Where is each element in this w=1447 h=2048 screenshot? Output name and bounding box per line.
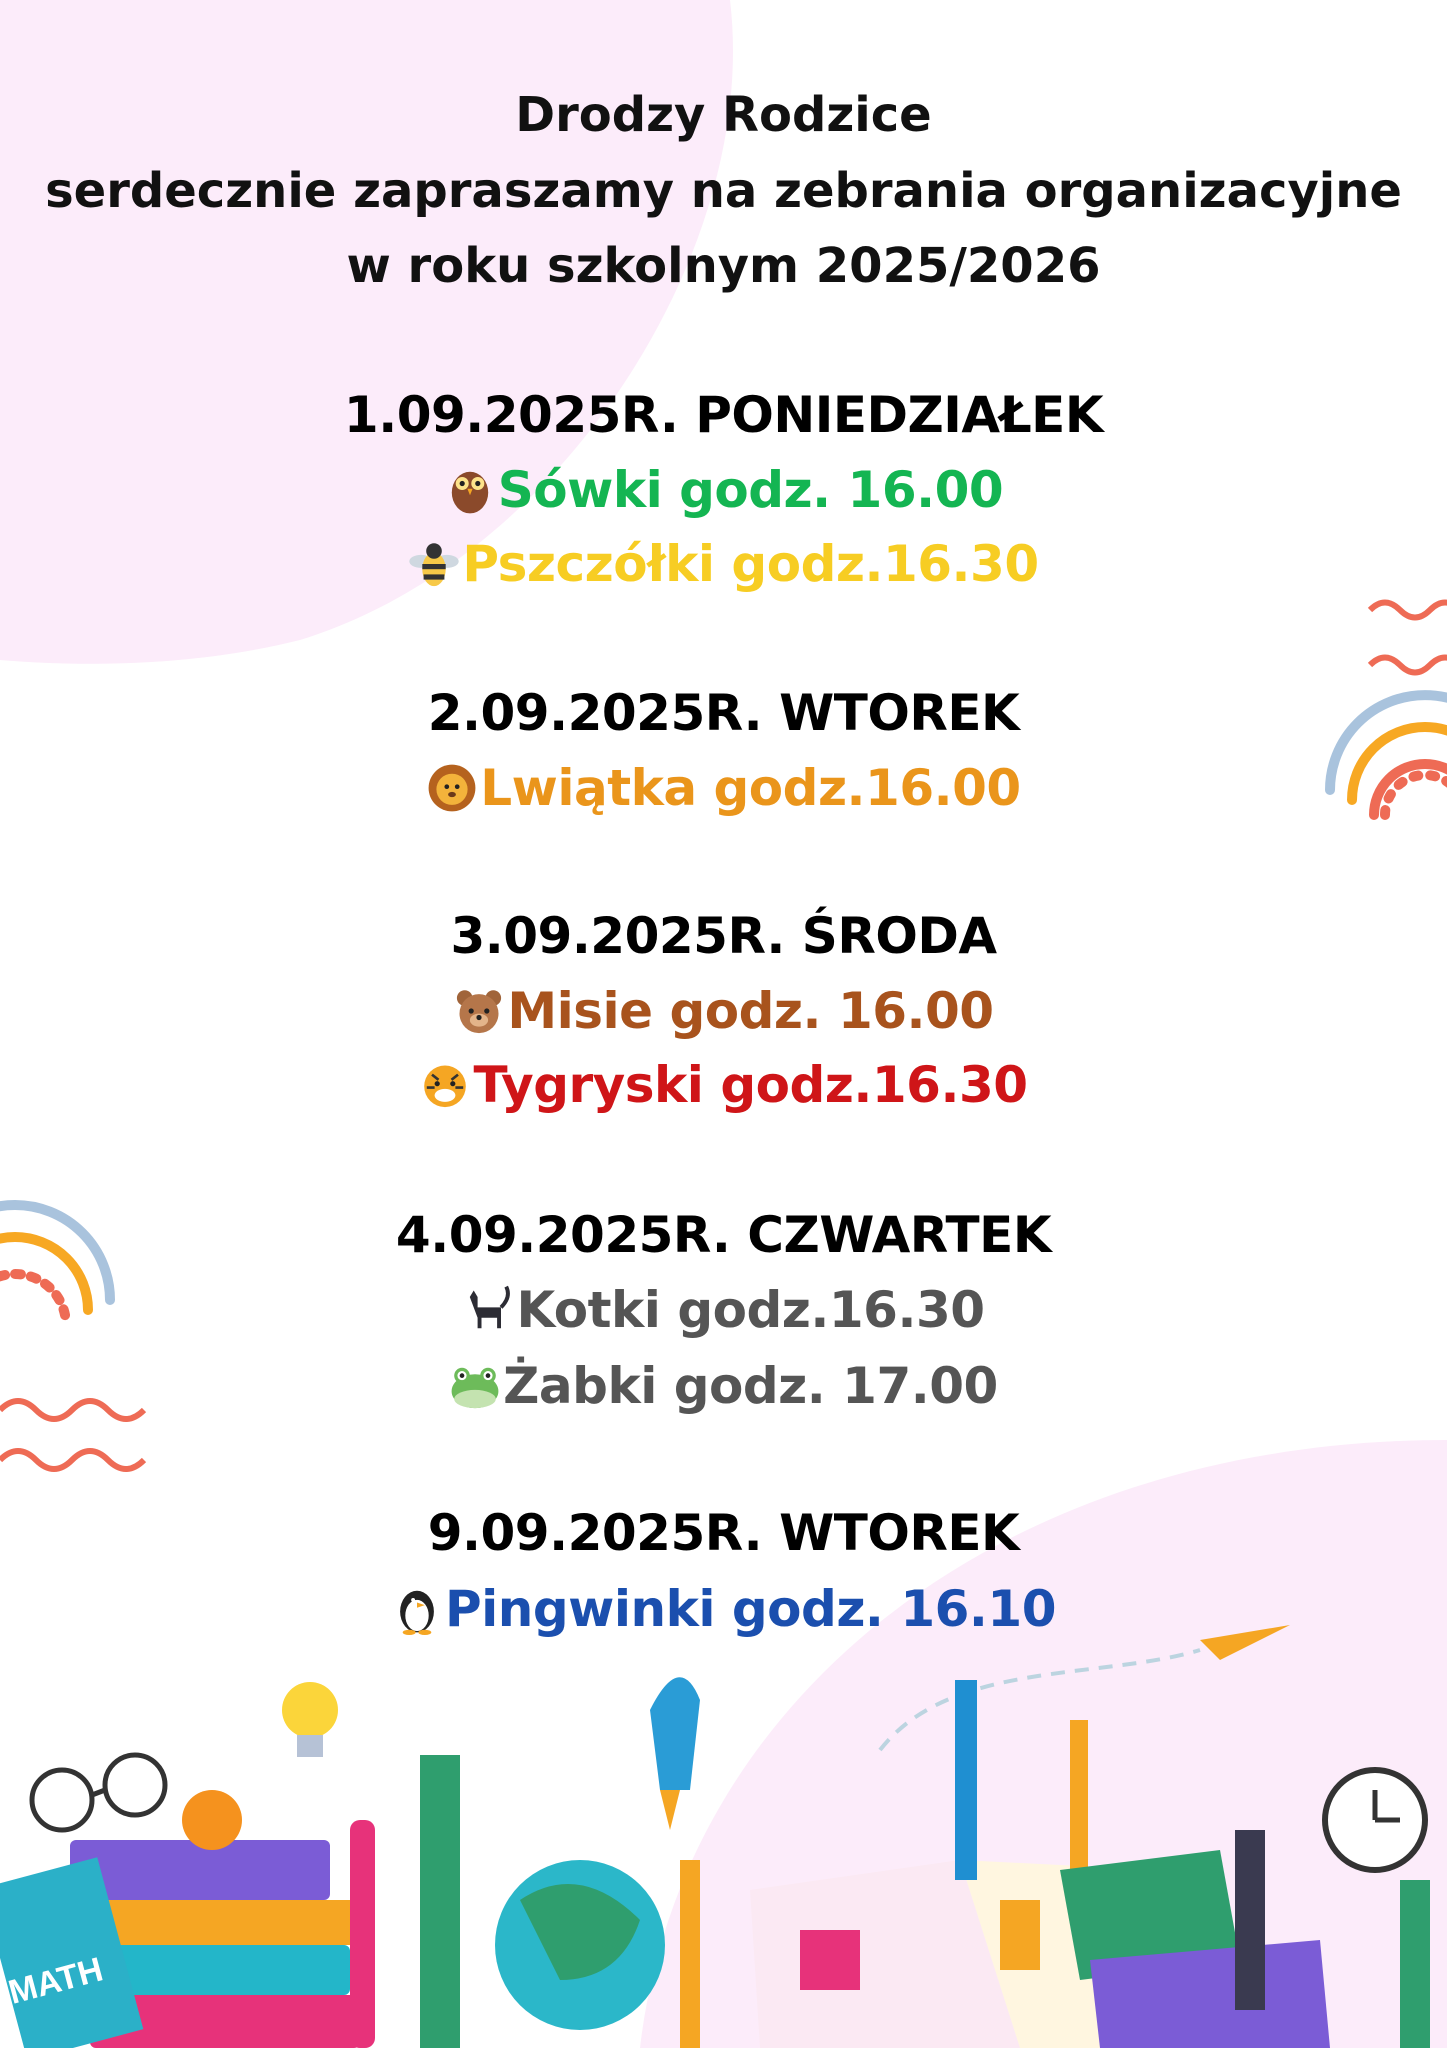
group-entry-misie: Misie godz. 16.00	[0, 973, 1447, 1049]
greeting-title: Drodzy Rodzice	[515, 87, 932, 143]
group-label: Lwiątka godz.16.00	[480, 759, 1021, 817]
group-label: Kotki godz.16.30	[516, 1281, 985, 1339]
group-label: Sówki godz. 16.00	[497, 461, 1004, 519]
frog-icon	[451, 1367, 499, 1409]
group-label: Tygryski godz.16.30	[473, 1056, 1028, 1114]
rainbow-icon-right	[1325, 690, 1447, 820]
rainbow-icon-left	[0, 1200, 115, 1330]
meeting-date-5: 9.09.2025R. WTOREK	[427, 1504, 1020, 1562]
paper-plane-trail	[878, 1648, 1201, 1752]
group-entry-pingwinki: Pingwinki godz. 16.10	[0, 1571, 1447, 1647]
paper-plane-icon	[1200, 1625, 1290, 1660]
tiger-icon	[424, 1065, 467, 1108]
group-label: Pszczółki godz.16.30	[462, 535, 1039, 593]
wave-decoration-right	[1367, 599, 1447, 676]
meeting-date-1: 1.09.2025R. PONIEDZIAŁEK	[343, 386, 1104, 444]
group-entry-pszczolki: Pszczółki godz.16.30	[0, 526, 1447, 602]
group-label: Pingwinki godz. 16.10	[445, 1580, 1056, 1638]
glasses-icon	[29, 1752, 168, 1833]
school-year-line: w roku szkolnym 2025/2026	[346, 238, 1101, 294]
group-entry-sowki: Sówki godz. 16.00	[0, 452, 1447, 528]
bear-icon	[457, 990, 502, 1034]
group-entry-lwiatka: Lwiątka godz.16.00	[0, 750, 1447, 826]
group-label: Żabki godz. 17.00	[503, 1357, 998, 1415]
group-label: Misie godz. 16.00	[507, 982, 994, 1040]
group-entry-kotki: Kotki godz.16.30	[0, 1272, 1447, 1348]
meeting-date-2: 2.09.2025R. WTOREK	[427, 684, 1020, 742]
group-entry-zabki: Żabki godz. 17.00	[0, 1348, 1447, 1424]
penguin-icon	[400, 1590, 434, 1635]
cat-icon	[470, 1285, 511, 1329]
invitation-line: serdecznie zapraszamy na zebrania organi…	[45, 163, 1402, 219]
bee-icon	[409, 543, 460, 587]
meeting-date-3: 3.09.2025R. ŚRODA	[450, 907, 997, 965]
meeting-date-4: 4.09.2025R. CZWARTEK	[395, 1206, 1052, 1264]
school-supplies-illustration: MATH	[0, 1677, 1430, 2048]
pink-blob-top	[0, 0, 733, 664]
group-entry-tygryski: Tygryski godz.16.30	[0, 1047, 1447, 1123]
owl-icon	[451, 471, 488, 514]
lightbulb-icon	[282, 1682, 338, 1757]
wave-decoration-left	[0, 1398, 147, 1472]
lion-icon	[428, 764, 476, 812]
